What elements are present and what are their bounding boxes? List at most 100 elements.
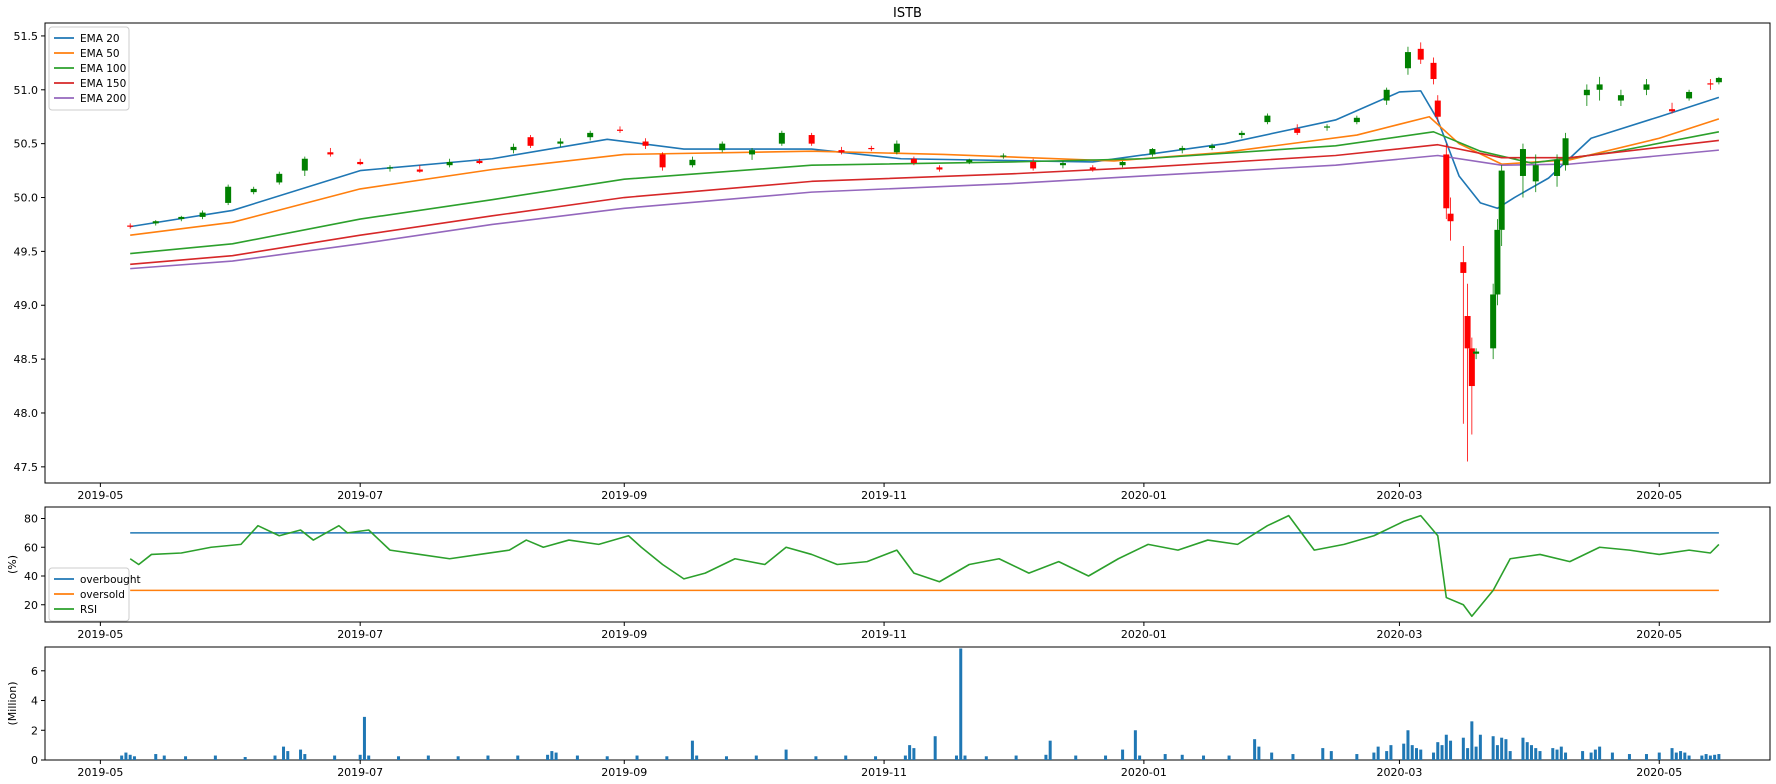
volume-bar (959, 648, 963, 760)
rsi-y-axis-label: (%) (6, 555, 19, 574)
x-tick-label: 2020-01 (1121, 489, 1167, 502)
volume-bar (1670, 748, 1674, 760)
candle-body (893, 143, 900, 153)
candle (1596, 76, 1603, 101)
volume-bar (1414, 748, 1418, 760)
candle (1617, 89, 1624, 106)
candle-body (1707, 83, 1714, 85)
volume-bar (1644, 754, 1648, 760)
volume-bar (1444, 734, 1448, 760)
candle-body (178, 216, 185, 220)
x-tick-label: 2020-05 (1636, 628, 1682, 641)
y-tick-label: 60 (24, 541, 38, 554)
volume-bar (1555, 749, 1559, 760)
candle (1468, 337, 1475, 435)
candle-body (910, 158, 917, 164)
candle (127, 223, 134, 229)
volume-bar (1270, 752, 1274, 760)
candle-body (1532, 165, 1539, 182)
volume-bar (1449, 740, 1453, 760)
candle-body (199, 212, 206, 217)
volume-bar (1713, 754, 1717, 760)
candle-body (1030, 161, 1037, 169)
candle-body (1494, 229, 1501, 295)
candle (1464, 283, 1471, 462)
x-tick-label: 2019-07 (337, 628, 383, 641)
x-tick-label: 2019-05 (77, 628, 123, 641)
candle-body (1000, 155, 1007, 157)
candle-body (127, 225, 134, 227)
volume-bar (695, 755, 699, 760)
volume-bar (550, 751, 554, 760)
candle (1417, 42, 1424, 64)
volume-bar (486, 755, 490, 760)
candle-body (225, 186, 232, 203)
x-tick-label: 2020-03 (1376, 489, 1422, 502)
volume-bar (1470, 721, 1474, 760)
candle (1059, 160, 1066, 169)
candle (1383, 87, 1390, 105)
volume-bar (1559, 746, 1563, 760)
candle (1494, 219, 1501, 306)
candle (416, 165, 423, 173)
candle-body (1209, 145, 1216, 148)
candle-body (1519, 149, 1526, 176)
candle (1643, 79, 1650, 96)
volume-bar (665, 756, 669, 760)
volume-bar (908, 745, 912, 760)
chart-title: ISTB (893, 6, 922, 21)
volume-bar (286, 751, 290, 760)
candle (893, 140, 900, 155)
volume-bar (282, 746, 286, 760)
candle-body (1119, 161, 1126, 166)
candle-body (749, 150, 756, 155)
legend-label: EMA 100 (80, 63, 126, 75)
candle-body (152, 221, 159, 224)
volume-bar (605, 756, 609, 760)
candle-body (1669, 109, 1676, 112)
candle (1294, 124, 1301, 136)
x-tick-label: 2020-01 (1121, 766, 1167, 779)
volume-bar (1495, 745, 1499, 760)
volume-bar (358, 754, 362, 760)
ema-line-5 (130, 149, 1719, 270)
candle-body (689, 159, 696, 166)
volume-bar (1253, 739, 1257, 760)
candle (1264, 113, 1271, 125)
volume-bar (954, 755, 958, 760)
volume-bar (1138, 755, 1142, 760)
candle-body (808, 135, 815, 144)
volume-bar (1593, 749, 1597, 760)
candle (1443, 143, 1450, 220)
x-tick-label: 2020-03 (1376, 628, 1422, 641)
candle (178, 215, 185, 222)
ema-line-4 (130, 139, 1719, 266)
candle (868, 145, 875, 152)
volume-bar (1257, 746, 1261, 760)
legend-label: oversold (80, 589, 125, 601)
candle (1238, 130, 1245, 139)
volume-bar (1376, 746, 1380, 760)
y-tick-label: 0 (31, 754, 38, 767)
volume-bar (128, 754, 132, 760)
candle-body (1443, 154, 1450, 209)
candle (1430, 57, 1437, 85)
volume-bar (273, 755, 277, 760)
ema-line-1 (130, 90, 1720, 228)
y-tick-label: 50.5 (14, 138, 39, 151)
candle-body (1238, 132, 1245, 136)
x-tick-label: 2020-05 (1636, 766, 1682, 779)
candle-body (1430, 62, 1437, 80)
y-tick-label: 47.5 (14, 461, 39, 474)
rsi-line-RSI (129, 514, 1720, 618)
candle (689, 156, 696, 168)
volume-bar (1674, 752, 1678, 760)
candle-body (659, 154, 666, 168)
volume-bar (1014, 755, 1018, 760)
candle-body (510, 146, 517, 151)
candle (152, 220, 159, 226)
y-tick-label: 4 (31, 695, 38, 708)
volume-bar (367, 755, 371, 760)
candle (1686, 89, 1693, 101)
